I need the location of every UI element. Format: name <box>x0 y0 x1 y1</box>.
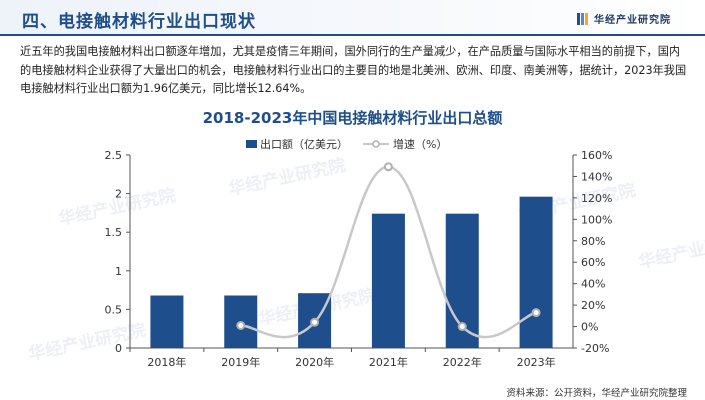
chart-title: 2018-2023年中国电接触材料行业出口总额 <box>202 109 503 127</box>
x-tick-label: 2018年 <box>147 355 186 369</box>
x-tick-label: 2021年 <box>369 355 408 369</box>
y-right-tick-label: 20% <box>581 299 605 312</box>
y-left-tick-label: 1.5 <box>105 226 123 239</box>
legend-bar-label: 出口额（亿美元） <box>260 137 348 151</box>
x-tick-label: 2019年 <box>221 355 260 369</box>
y-right-tick-label: 120% <box>581 192 612 205</box>
y-right-tick-label: 80% <box>581 235 605 248</box>
y-right-tick-label: 0% <box>581 321 598 334</box>
legend-bar-swatch <box>246 140 257 148</box>
source-note: 资料来源：公开资料，华经产业研究院整理 <box>506 388 687 399</box>
header-bar: 四、电接触材料行业出口现状 华经产业研究院 <box>0 0 705 34</box>
y-right-tick-label: 60% <box>581 256 605 269</box>
bar <box>519 196 553 348</box>
brand: 华经产业研究院 <box>577 11 671 26</box>
y-right-tick-label: 40% <box>581 278 605 291</box>
growth-point <box>457 322 467 332</box>
y-left-tick-label: 1 <box>115 265 122 278</box>
header-divider <box>0 34 705 36</box>
x-tick-label: 2023年 <box>517 355 556 369</box>
y-left-tick-label: 0 <box>115 342 122 355</box>
watermark-text: 华经产业研究院 <box>227 155 348 200</box>
growth-point <box>383 162 393 172</box>
watermark-text: 华经产业研究院 <box>27 320 148 365</box>
brand-name: 华经产业研究院 <box>594 15 671 26</box>
y-left-tick-label: 0.5 <box>105 303 123 316</box>
y-right-tick-label: 160% <box>581 149 612 162</box>
y-right-tick-label: 100% <box>581 213 612 226</box>
legend-line-marker <box>372 140 380 148</box>
y-right-tick-label: -20% <box>581 342 609 355</box>
y-left-tick-label: 2 <box>115 188 122 201</box>
growth-point <box>236 320 246 330</box>
growth-point <box>310 317 320 327</box>
x-tick-label: 2020年 <box>295 355 334 369</box>
y-right-tick-label: 140% <box>581 170 612 183</box>
y-left-tick-label: 2.5 <box>105 149 123 162</box>
bar <box>371 213 405 348</box>
watermark-text: 华经产业研究院 <box>637 228 705 273</box>
growth-point <box>531 308 541 318</box>
brand-logo-icon <box>577 12 589 25</box>
legend-line-label: 增速（%） <box>393 137 447 151</box>
bar <box>150 295 184 348</box>
x-tick-label: 2022年 <box>443 355 482 369</box>
page-title: 四、电接触材料行业出口现状 <box>22 12 256 32</box>
intro-paragraph: 近五年的我国电接触材料出口额逐年增加，尤其是疫情三年期间，国外同行的生产量减少，… <box>20 45 687 95</box>
